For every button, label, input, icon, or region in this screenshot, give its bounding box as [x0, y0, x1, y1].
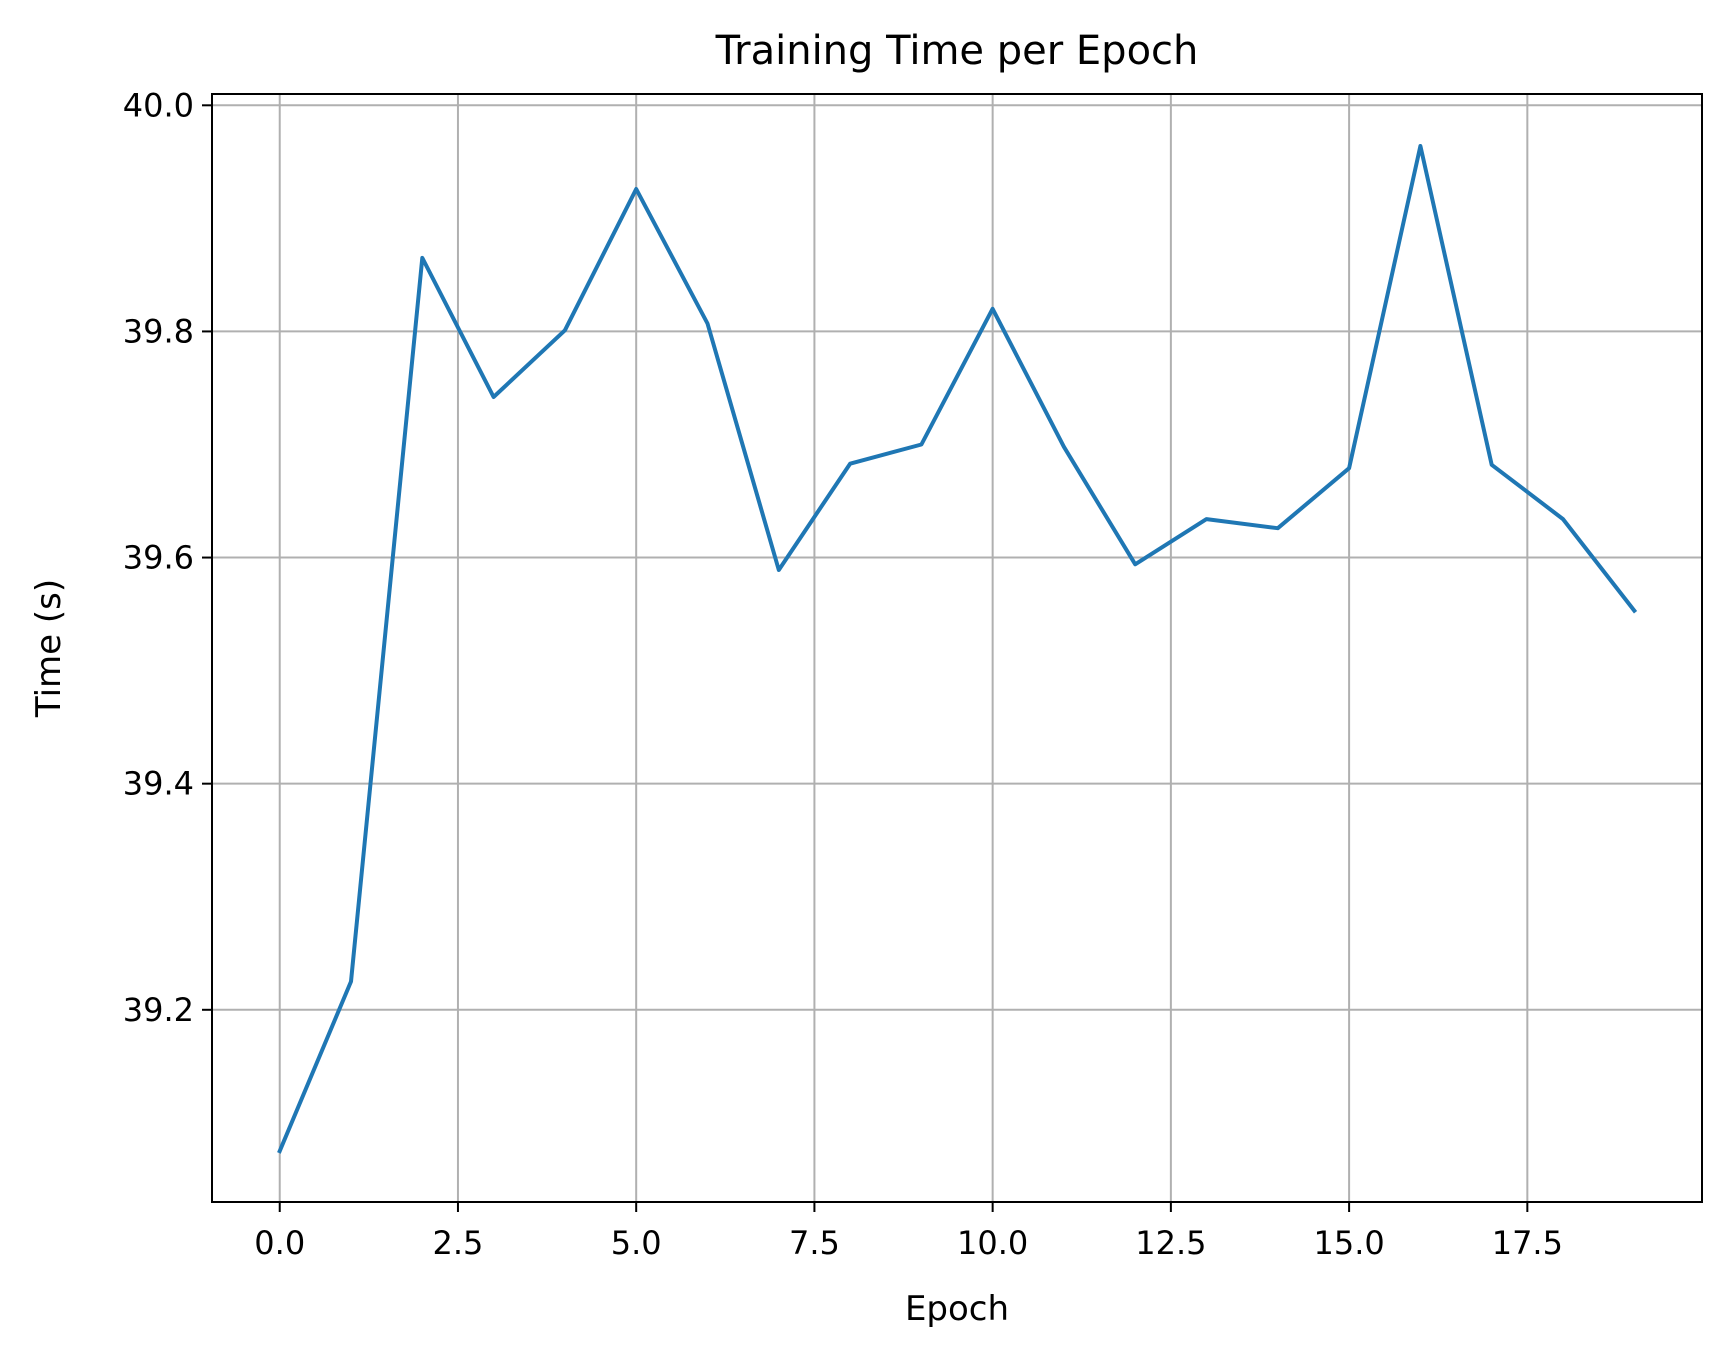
- series-line: [277, 144, 1638, 1154]
- x-axis-label: Epoch: [905, 1289, 1009, 1329]
- x-tick-label: 10.0: [957, 1224, 1028, 1262]
- grid-lines: [212, 94, 1702, 1202]
- x-tick-label: 15.0: [1313, 1224, 1384, 1262]
- y-tick-label: 40.0: [123, 86, 194, 124]
- y-tick-label: 39.8: [123, 312, 194, 350]
- y-tick-label: 39.2: [123, 991, 194, 1029]
- x-tick-label: 17.5: [1492, 1224, 1563, 1262]
- x-tick-label: 12.5: [1135, 1224, 1206, 1262]
- y-tick-label: 39.6: [123, 539, 194, 577]
- x-tick-label: 0.0: [254, 1224, 305, 1262]
- y-axis-label: Time (s): [29, 579, 69, 718]
- series-layer: [277, 144, 1638, 1154]
- tick-layer: 0.0 2.5 5.0 7.5 10.0 12.5 15.0 17.5 39.2 39.4 39.6…: [123, 86, 1563, 1262]
- x-tick-label: 2.5: [433, 1224, 484, 1262]
- plot-frame: [211, 93, 1703, 1203]
- y-tick-label: 39.4: [123, 765, 194, 803]
- x-tick-label: 5.0: [611, 1224, 662, 1262]
- x-tick-label: 7.5: [789, 1224, 840, 1262]
- chart-title: Training Time per Epoch: [715, 28, 1199, 74]
